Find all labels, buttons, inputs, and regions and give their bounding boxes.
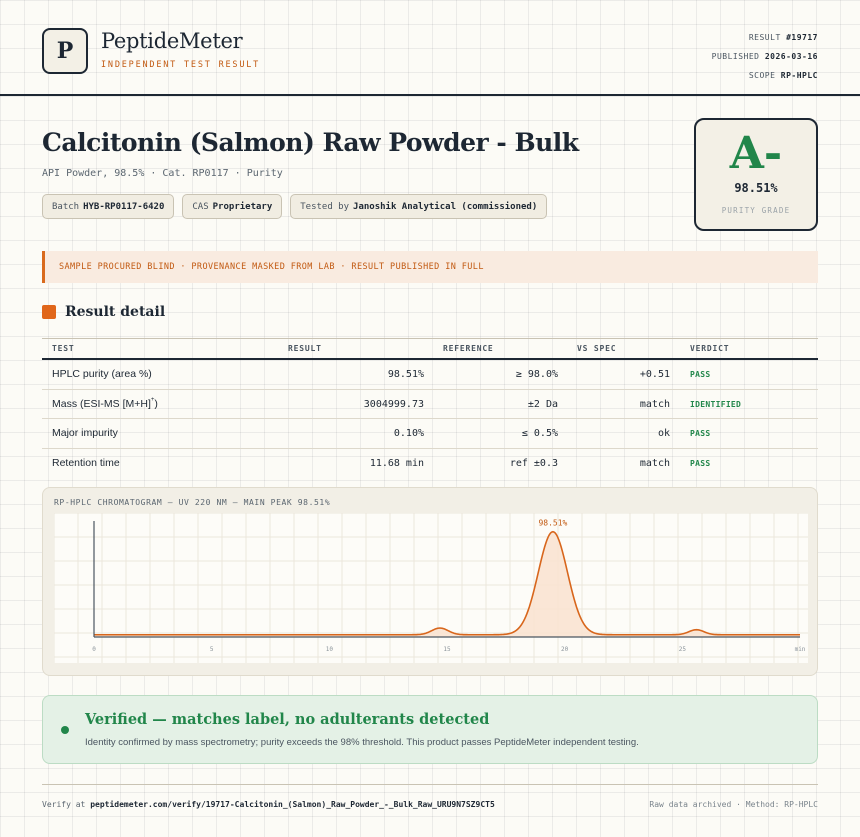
published-date: 2026-03-16 <box>764 52 818 61</box>
row-vs-spec: +0.51 <box>639 369 670 380</box>
x-tick-label: 5 <box>210 646 214 653</box>
scope-value: RP-HPLC <box>780 71 818 80</box>
verified-dot-icon <box>61 726 69 734</box>
chart-plot-background <box>54 513 808 663</box>
report-header: P PeptideMeter INDEPENDENT TEST RESULT R… <box>0 0 860 96</box>
table-row: HPLC purity (area %) 98.51% ≥ 98.0% +0.5… <box>42 360 818 390</box>
grade-label: PURITY GRADE <box>721 206 791 215</box>
row-test: HPLC purity (area %) <box>52 368 152 380</box>
row-reference: ≤ 0.5% <box>521 428 558 439</box>
row-vs-spec: match <box>639 457 670 469</box>
table-row: Retention time 11.68 min ref ±0.3 match … <box>42 449 818 479</box>
result-detail-heading: Result detail <box>42 304 165 320</box>
row-test: Retention time <box>52 456 120 469</box>
row-result: 11.68 min <box>369 457 424 469</box>
col-result: RESULT <box>288 344 322 353</box>
grade-value: 98.51% <box>734 181 778 195</box>
verified-title: Verified — matches label, no adulterants… <box>85 711 490 728</box>
grade-letter: A- <box>729 128 783 179</box>
row-result: 3004999.73 <box>363 398 424 410</box>
x-tick-label: 25 <box>679 646 687 653</box>
product-subtitle: API Powder, 98.5% · Cat. RP0117 · Purity <box>42 168 283 179</box>
col-reference: REFERENCE <box>443 344 494 353</box>
x-tick-label: 0 <box>92 646 96 653</box>
row-result: 98.51% <box>387 369 424 380</box>
chromatogram-card: RP-HPLC CHROMATOGRAM — UV 220 NM — MAIN … <box>42 487 818 676</box>
result-id-line: RESULT #19717 <box>748 33 818 42</box>
brand-name: PeptideMeter <box>101 29 243 53</box>
col-verdict: VERDICT <box>690 344 730 353</box>
product-chips: Batch HYB-RP0117-6420 CAS Proprietary Test… <box>42 194 548 219</box>
x-tick-label: 15 <box>443 646 451 653</box>
row-reference: ref ±0.3 <box>509 457 558 469</box>
published-line: PUBLISHED 2026-03-16 <box>711 52 818 61</box>
table-row: Mass (ESI-MS [M+H]+) 3004999.73 ±2 Da ma… <box>42 390 818 419</box>
verified-text: Identity confirmed by mass spectrometry;… <box>85 737 639 748</box>
row-vs-spec: ok <box>657 428 670 439</box>
chromatogram-line <box>94 530 800 636</box>
col-test: TEST <box>52 344 75 353</box>
chart-title: RP-HPLC CHROMATOGRAM — UV 220 NM — MAIN … <box>54 498 331 507</box>
x-tick-label: 20 <box>561 646 569 653</box>
row-reference: ≥ 98.0% <box>515 369 558 380</box>
row-vs-spec: match <box>639 398 670 410</box>
section-title: Result detail <box>65 304 166 320</box>
col-vs-spec: VS SPEC <box>577 344 617 353</box>
purity-grade-card: A- 98.51% PURITY GRADE <box>694 118 818 231</box>
verify-url-link[interactable]: peptidemeter.com/verify/19717-Calcitonin… <box>90 800 495 809</box>
brand-subtitle: INDEPENDENT TEST RESULT <box>101 60 261 70</box>
result-id: #19717 <box>786 33 818 42</box>
table-row: Major impurity 0.10% ≤ 0.5% ok PASS <box>42 419 818 449</box>
report-footer: Verify at peptidemeter.com/verify/19717-… <box>42 784 818 814</box>
brand-logo: P <box>42 28 88 74</box>
report-meta: RESULT #19717 PUBLISHED 2026-03-16 SCOPE… <box>712 28 818 85</box>
tested-by-chip: Tested by Janoshik Analytical (commission… <box>290 194 548 219</box>
verified-banner: Verified — matches label, no adulterants… <box>42 695 818 764</box>
section-marker-icon <box>42 305 56 319</box>
cas-chip: CAS Proprietary <box>182 194 283 219</box>
product-title: Calcitonin (Salmon) Raw Powder - Bulk <box>42 128 579 157</box>
procurement-notice: SAMPLE PROCURED BLIND · PROVENANCE MASKE… <box>42 251 818 283</box>
x-tick-label: 10 <box>326 646 334 653</box>
row-verdict: PASS <box>690 458 711 468</box>
batch-chip: Batch HYB-RP0117-6420 <box>42 194 175 219</box>
row-result: 0.10% <box>393 428 424 439</box>
result-table: TEST RESULT REFERENCE VS SPEC VERDICT HP… <box>42 338 818 478</box>
scope-line: SCOPE RP-HPLC <box>748 71 818 80</box>
chromatogram-chart: 0 5 10 15 20 25 min 98.51% <box>54 513 808 663</box>
row-verdict: PASS <box>690 429 711 438</box>
footer-method: Raw data archived · Method: RP-HPLC <box>649 800 818 809</box>
row-test: Major impurity <box>52 427 118 439</box>
row-verdict: PASS <box>690 370 711 379</box>
row-verdict: IDENTIFIED <box>690 399 742 409</box>
row-reference: ±2 Da <box>527 398 558 410</box>
verify-line: Verify at peptidemeter.com/verify/19717-… <box>42 800 495 809</box>
row-test: Mass (ESI-MS [M+H]+) <box>52 397 158 410</box>
x-tick-label: min <box>795 646 806 653</box>
table-header: TEST RESULT REFERENCE VS SPEC VERDICT <box>42 338 818 360</box>
main-peak-label: 98.51% <box>538 519 567 528</box>
